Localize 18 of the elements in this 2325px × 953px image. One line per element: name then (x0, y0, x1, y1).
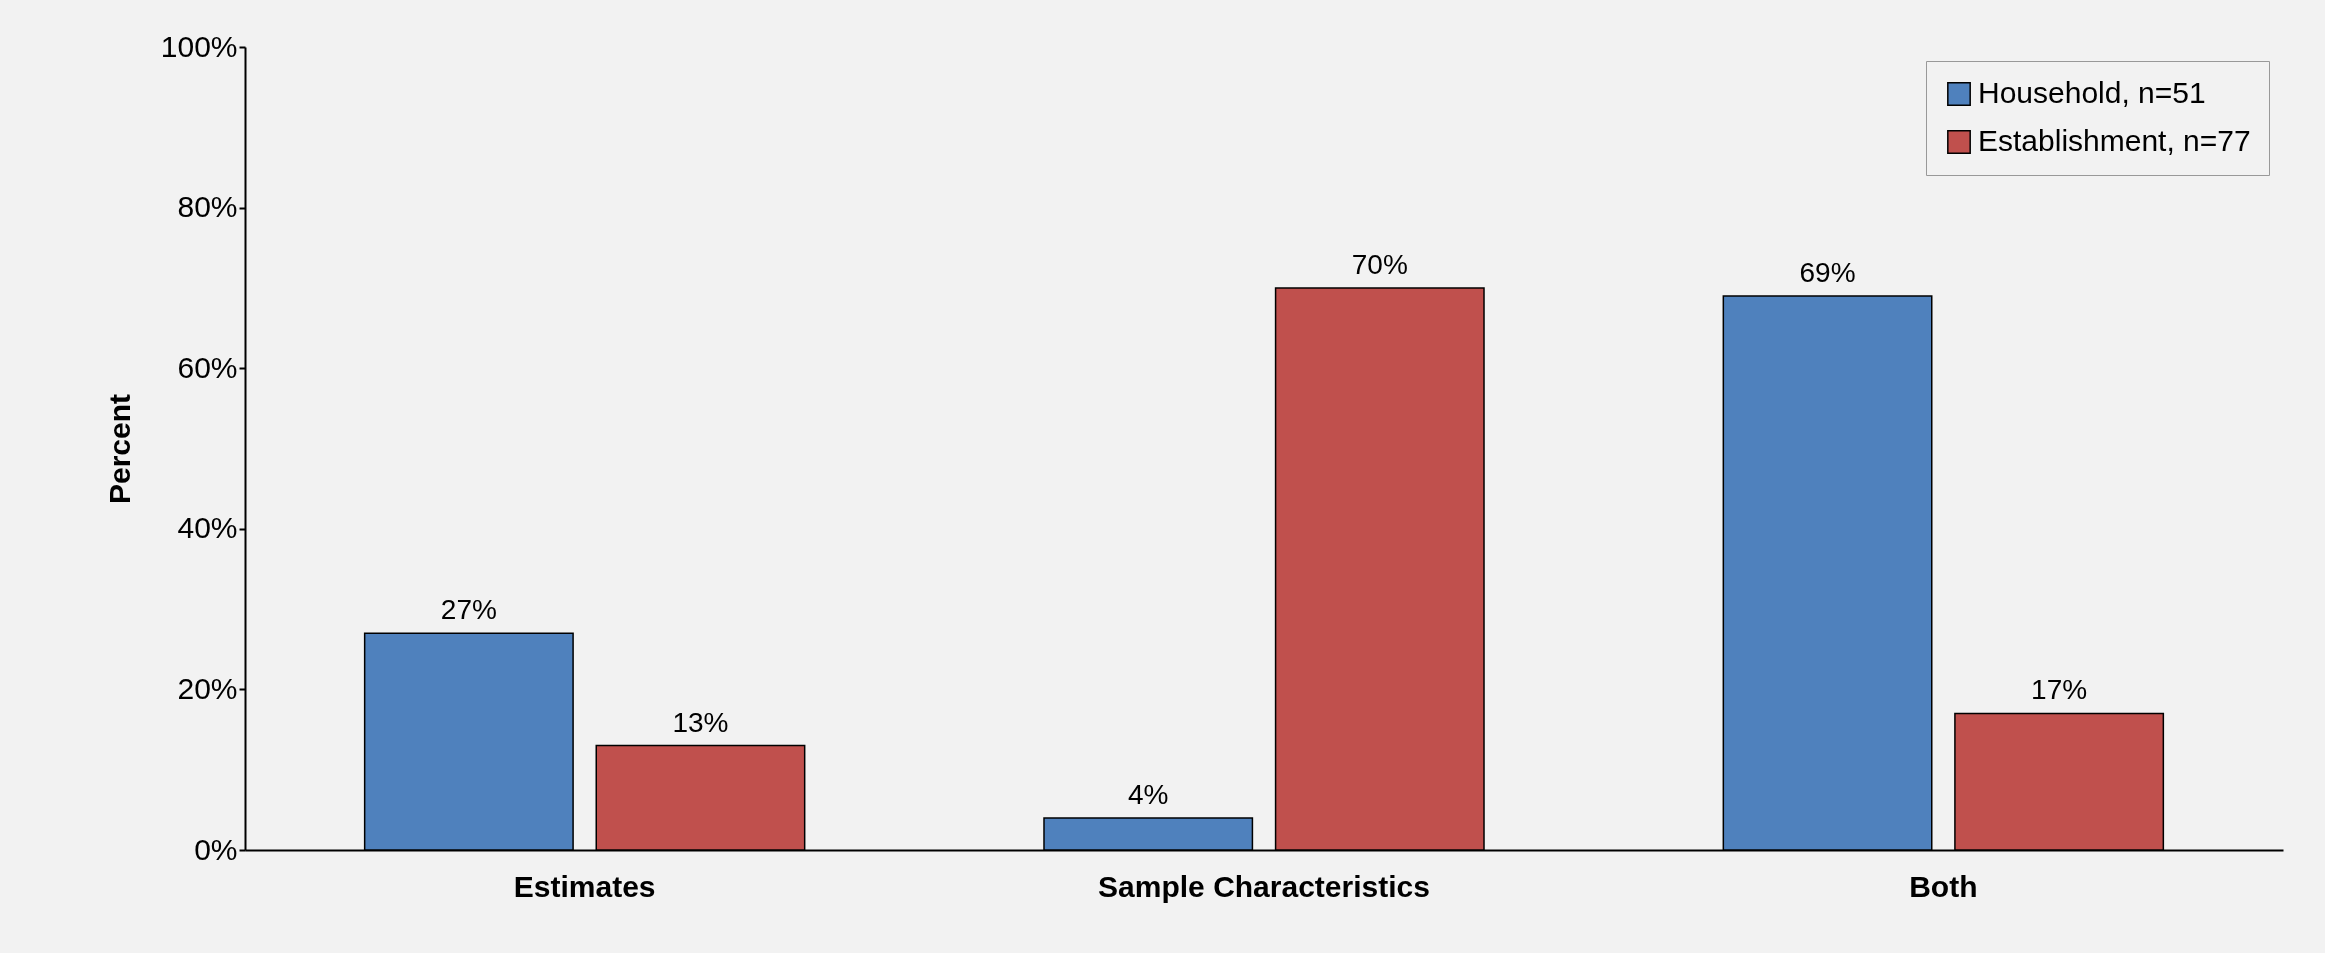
y-tick-label: 60% (177, 350, 238, 384)
y-tick-label: 100% (160, 29, 238, 63)
data-label: 70% (1351, 248, 1408, 280)
y-axis-title: Percent (102, 393, 136, 505)
y-tick-label: 40% (177, 511, 238, 545)
x-tick-label: Sample Characteristics (1098, 869, 1430, 903)
legend-label: Household, n=51 (1978, 76, 2206, 109)
data-label: 27% (440, 594, 497, 626)
data-label: 17% (2031, 674, 2088, 706)
legend-label: Establishment, n=77 (1978, 124, 2251, 157)
data-label: 4% (1127, 778, 1169, 810)
y-tick-label: 80% (177, 190, 238, 224)
y-tick-label: 0% (194, 832, 238, 866)
x-tick-label: Both (1909, 869, 1978, 903)
x-tick-label: Estimates (513, 869, 656, 903)
data-label: 13% (672, 706, 729, 738)
data-label: 69% (1799, 256, 1856, 288)
y-tick-label: 20% (177, 671, 238, 705)
